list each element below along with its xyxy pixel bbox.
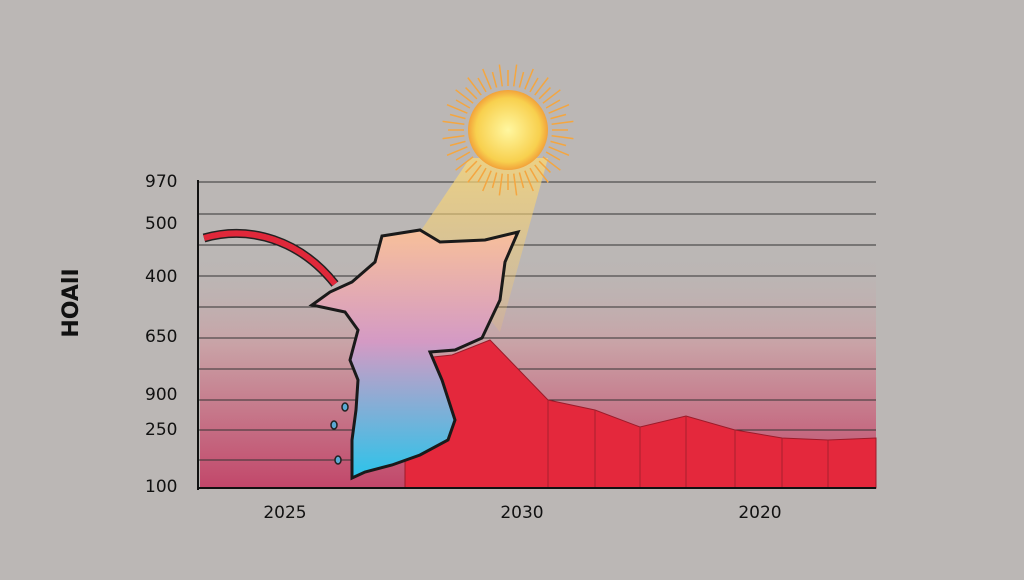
sun-ray (442, 120, 465, 126)
sun-ray (538, 160, 551, 173)
sun-ray (524, 170, 534, 192)
sun-ray (482, 68, 492, 90)
sun-ray (449, 113, 466, 120)
sun-ray (518, 172, 525, 189)
sun-ray (467, 77, 482, 96)
sun-ray (477, 167, 487, 183)
sun-ray (518, 71, 525, 88)
sun-ray (550, 113, 567, 120)
sun-ray (548, 104, 570, 114)
sun-ray (491, 71, 498, 88)
sun-ray (542, 89, 561, 104)
y-label: 900 (145, 385, 177, 405)
sun-ray (465, 87, 478, 100)
x-labels: 2025 2030 2020 (263, 503, 781, 523)
red-area (404, 339, 877, 489)
sun-ray (551, 120, 574, 126)
sun-ray (548, 146, 570, 156)
x-label: 2020 (738, 503, 781, 523)
sun-ray (512, 64, 518, 87)
sun-ray (455, 151, 471, 161)
sun-ray (446, 104, 468, 114)
sun-ray (512, 173, 518, 196)
y-label: 500 (145, 214, 177, 234)
sun-ray (545, 151, 561, 161)
x-label: 2025 (263, 503, 306, 523)
red-line (203, 230, 338, 286)
sun-ray (455, 156, 474, 171)
sun-ray (538, 87, 551, 100)
sun-ray (482, 170, 492, 192)
area-dividers (547, 400, 829, 488)
islands (330, 402, 349, 465)
sun-ray (455, 89, 474, 104)
sun-ray (550, 140, 567, 147)
sun (468, 90, 548, 170)
sun-ray (446, 146, 468, 156)
y-label: 970 (145, 172, 177, 192)
sun-ray (545, 99, 561, 109)
sun-ray (498, 173, 504, 196)
sun-ray (542, 156, 561, 171)
y-label: 400 (145, 267, 177, 287)
sun-ray (529, 77, 539, 93)
sun-ray (534, 77, 549, 96)
axis-title: HOAlI (59, 268, 84, 337)
sun-ray (455, 99, 471, 109)
x-label: 2030 (500, 503, 543, 523)
sun-rays (442, 64, 574, 196)
sun-ray (498, 64, 504, 87)
y-label: 100 (145, 477, 177, 497)
sun-ray (477, 77, 487, 93)
sun-ray (529, 167, 539, 183)
korea-map (308, 228, 521, 481)
y-labels: 970 500 400 650 900 250 100 (145, 172, 177, 497)
sun-ray (524, 68, 534, 90)
sun-ray (551, 134, 574, 140)
sun-ray (467, 164, 482, 183)
y-label: 650 (145, 327, 177, 347)
sun-ray (491, 172, 498, 189)
sun-ray (449, 140, 466, 147)
sun-ray (465, 160, 478, 173)
sun-ray (534, 164, 549, 183)
y-label: 250 (145, 420, 177, 440)
sun-ray (442, 134, 465, 140)
